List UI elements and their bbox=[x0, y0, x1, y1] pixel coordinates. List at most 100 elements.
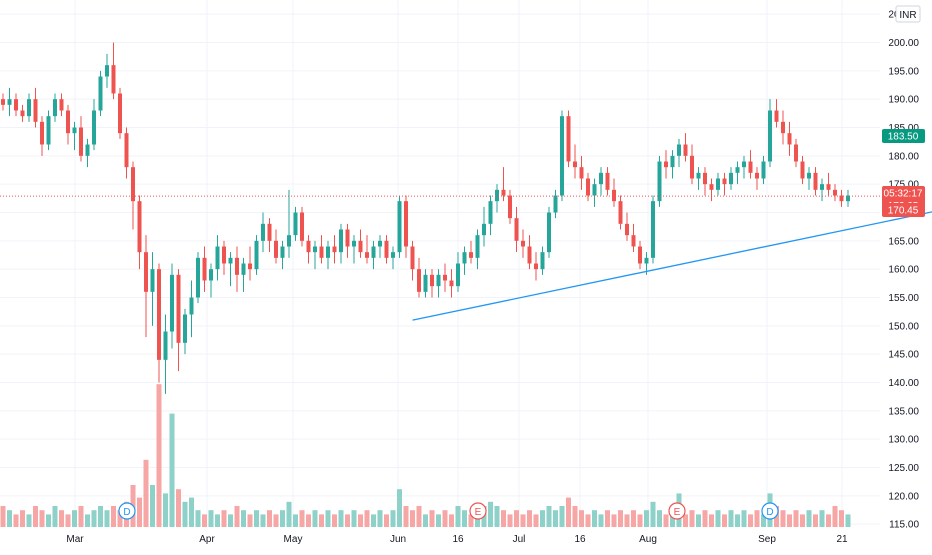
candle-body bbox=[437, 275, 441, 286]
candle-body bbox=[125, 133, 129, 167]
volume-bar bbox=[384, 514, 389, 527]
y-tick-label: 150.00 bbox=[888, 321, 919, 332]
volume-bar bbox=[722, 514, 727, 527]
candle-body bbox=[235, 258, 239, 275]
y-tick-label: 140.00 bbox=[888, 378, 919, 389]
volume-bar bbox=[371, 514, 376, 527]
volume-bar bbox=[488, 502, 493, 527]
volume-bar bbox=[72, 510, 77, 527]
candle-body bbox=[554, 196, 558, 213]
candle-body bbox=[651, 201, 655, 258]
candle-body bbox=[79, 128, 83, 156]
volume-bar bbox=[228, 514, 233, 527]
candle-body bbox=[411, 247, 415, 270]
candle-body bbox=[14, 99, 18, 110]
candle-body bbox=[684, 145, 688, 156]
volume-bar bbox=[807, 510, 812, 527]
currency-label[interactable]: INR bbox=[896, 6, 920, 22]
volume-bar bbox=[547, 506, 552, 527]
candle-body bbox=[521, 241, 525, 247]
event-marker-E[interactable]: E bbox=[470, 503, 486, 519]
candle-body bbox=[625, 224, 629, 235]
volume-bar bbox=[222, 510, 227, 527]
volume-bar bbox=[508, 514, 513, 527]
candle-body bbox=[333, 247, 337, 253]
candle-body bbox=[294, 213, 298, 236]
y-tick-label: 125.00 bbox=[888, 463, 919, 474]
x-tick-label: Mar bbox=[66, 534, 84, 545]
volume-bar bbox=[794, 510, 799, 527]
candle-body bbox=[21, 111, 25, 117]
candle-body bbox=[203, 258, 207, 281]
candle-body bbox=[755, 173, 759, 179]
volume-bar bbox=[618, 510, 623, 527]
volume-bar bbox=[436, 514, 441, 527]
candle-body bbox=[560, 116, 564, 195]
candle-body bbox=[99, 77, 103, 111]
volume-bar bbox=[79, 506, 84, 527]
volume-bar bbox=[267, 510, 272, 527]
volume-bar bbox=[417, 506, 422, 527]
volume-bar bbox=[170, 414, 175, 527]
candle-body bbox=[508, 196, 512, 219]
event-marker-label: E bbox=[674, 507, 681, 518]
candles bbox=[1, 43, 850, 394]
candle-body bbox=[385, 241, 389, 258]
price-axis[interactable]: 115.00120.00125.00130.00135.00140.00145.… bbox=[888, 10, 919, 531]
candle-body bbox=[612, 190, 616, 201]
y-tick-label: 180.00 bbox=[888, 151, 919, 162]
x-tick-label: 16 bbox=[452, 534, 464, 545]
volume-bar bbox=[430, 510, 435, 527]
candle-body bbox=[118, 94, 122, 134]
candle-body bbox=[339, 230, 343, 253]
candle-body bbox=[541, 252, 545, 269]
candle-body bbox=[60, 99, 64, 110]
volume-bar bbox=[813, 514, 818, 527]
volume-bar bbox=[111, 506, 116, 527]
candle-body bbox=[567, 116, 571, 161]
candle-body bbox=[469, 252, 473, 258]
volume-bar bbox=[313, 510, 318, 527]
volume-bar bbox=[638, 514, 643, 527]
candle-body bbox=[27, 99, 31, 116]
volume-bar bbox=[196, 510, 201, 527]
volume-bar bbox=[274, 514, 279, 527]
candle-body bbox=[359, 241, 363, 252]
volume-bar bbox=[59, 510, 64, 527]
volume-bar bbox=[293, 514, 298, 527]
event-marker-D[interactable]: D bbox=[119, 503, 135, 519]
volume-bar bbox=[781, 510, 786, 527]
event-marker-E[interactable]: E bbox=[669, 503, 685, 519]
volume-bar bbox=[735, 514, 740, 527]
volume-bar bbox=[579, 510, 584, 527]
y-tick-label: 120.00 bbox=[888, 491, 919, 502]
volume-bar bbox=[787, 514, 792, 527]
candle-body bbox=[105, 65, 109, 76]
y-tick-label: 195.00 bbox=[888, 66, 919, 77]
event-marker-D[interactable]: D bbox=[762, 503, 778, 519]
candle-body bbox=[580, 167, 584, 178]
candle-body bbox=[346, 230, 350, 247]
candle-body bbox=[482, 224, 486, 235]
volume-bar bbox=[163, 493, 168, 527]
candle-body bbox=[170, 275, 174, 332]
volume-bar bbox=[703, 510, 708, 527]
volume-bar bbox=[716, 510, 721, 527]
candle-body bbox=[138, 201, 142, 252]
volume-bar bbox=[631, 510, 636, 527]
candle-body bbox=[788, 133, 792, 144]
candle-body bbox=[164, 332, 168, 360]
candle-body bbox=[677, 145, 681, 156]
candle-body bbox=[801, 162, 805, 179]
volume-bar bbox=[280, 510, 285, 527]
candle-body bbox=[534, 264, 538, 270]
candle-body bbox=[638, 247, 642, 264]
volume-bar bbox=[514, 510, 519, 527]
volume-bar bbox=[664, 514, 669, 527]
volume-bar bbox=[332, 514, 337, 527]
volume-bar bbox=[696, 514, 701, 527]
volume-bar bbox=[20, 510, 25, 527]
